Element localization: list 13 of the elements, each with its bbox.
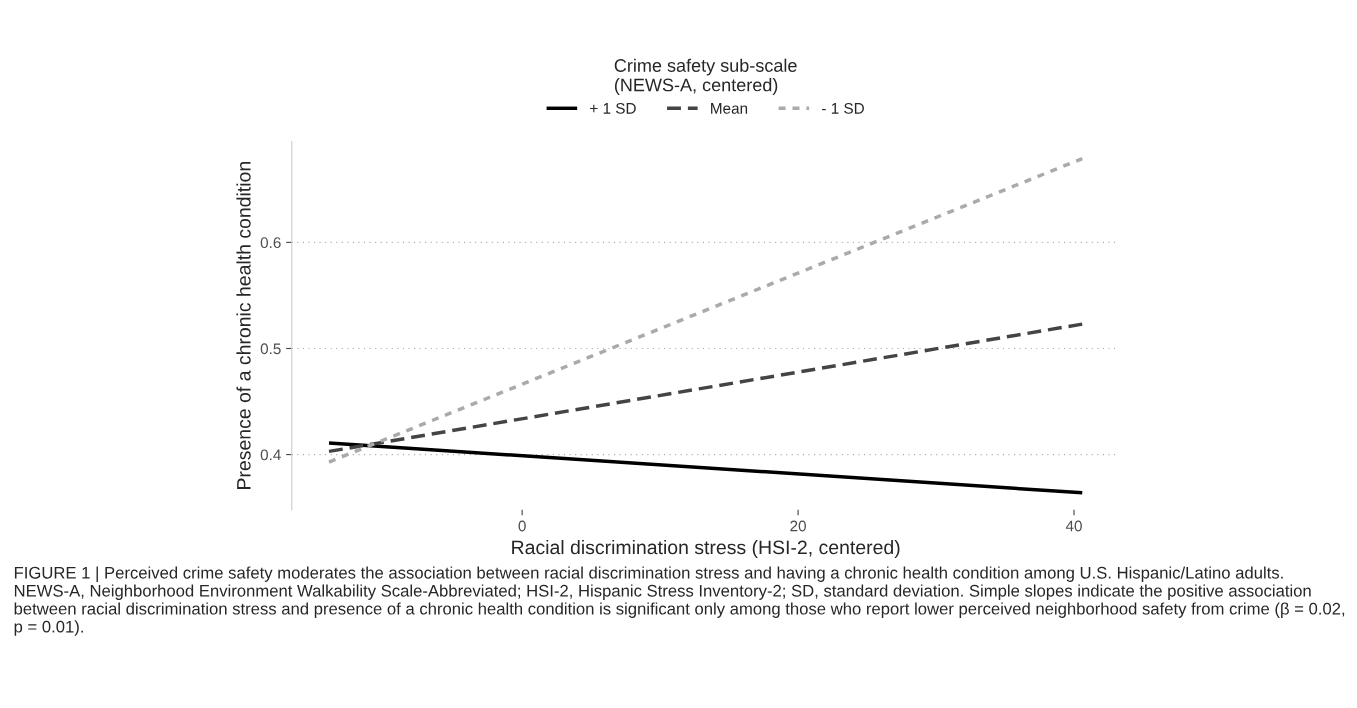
x-tick-label: 40 [1065,520,1082,532]
y-tick-label: 0.6 [260,237,281,249]
x-axis-title: Racial discrimination stress (HSI-2, centered) [512,539,900,559]
y-tick-label: 0.5 [260,343,281,355]
y-axis-title: Presence of a chronic health condition [236,162,251,489]
legend-label: Mean [711,103,748,114]
caption: FIGURE 1 | Perceived crime safety moderates the association between racial discrimination stress and having a chronic health condition among U.S. Hispanic/Latino adults. NEWS-A, Neighborhood Environment Walkability Scale-Abbreviated; HSI-2, Hispanic Stress Inventory-2; SD, standard deviation. Simple slopes indicate the positive association between racial discrimination stress and presence of a chronic health condition is significant only among those who report lower perceived neighborhood safety from crime (β = 0.02, p = 0.01). [14,566,1345,636]
legend-label: - 1 SD [822,102,864,114]
y-tick-label: 0.4 [260,449,281,461]
x-tick-label: 20 [790,520,806,532]
legend-label: + 1 SD [590,102,636,114]
legend-title: Crime safety sub-scale (NEWS-A, centered) [614,58,797,95]
x-tick-label: 0 [518,520,526,532]
